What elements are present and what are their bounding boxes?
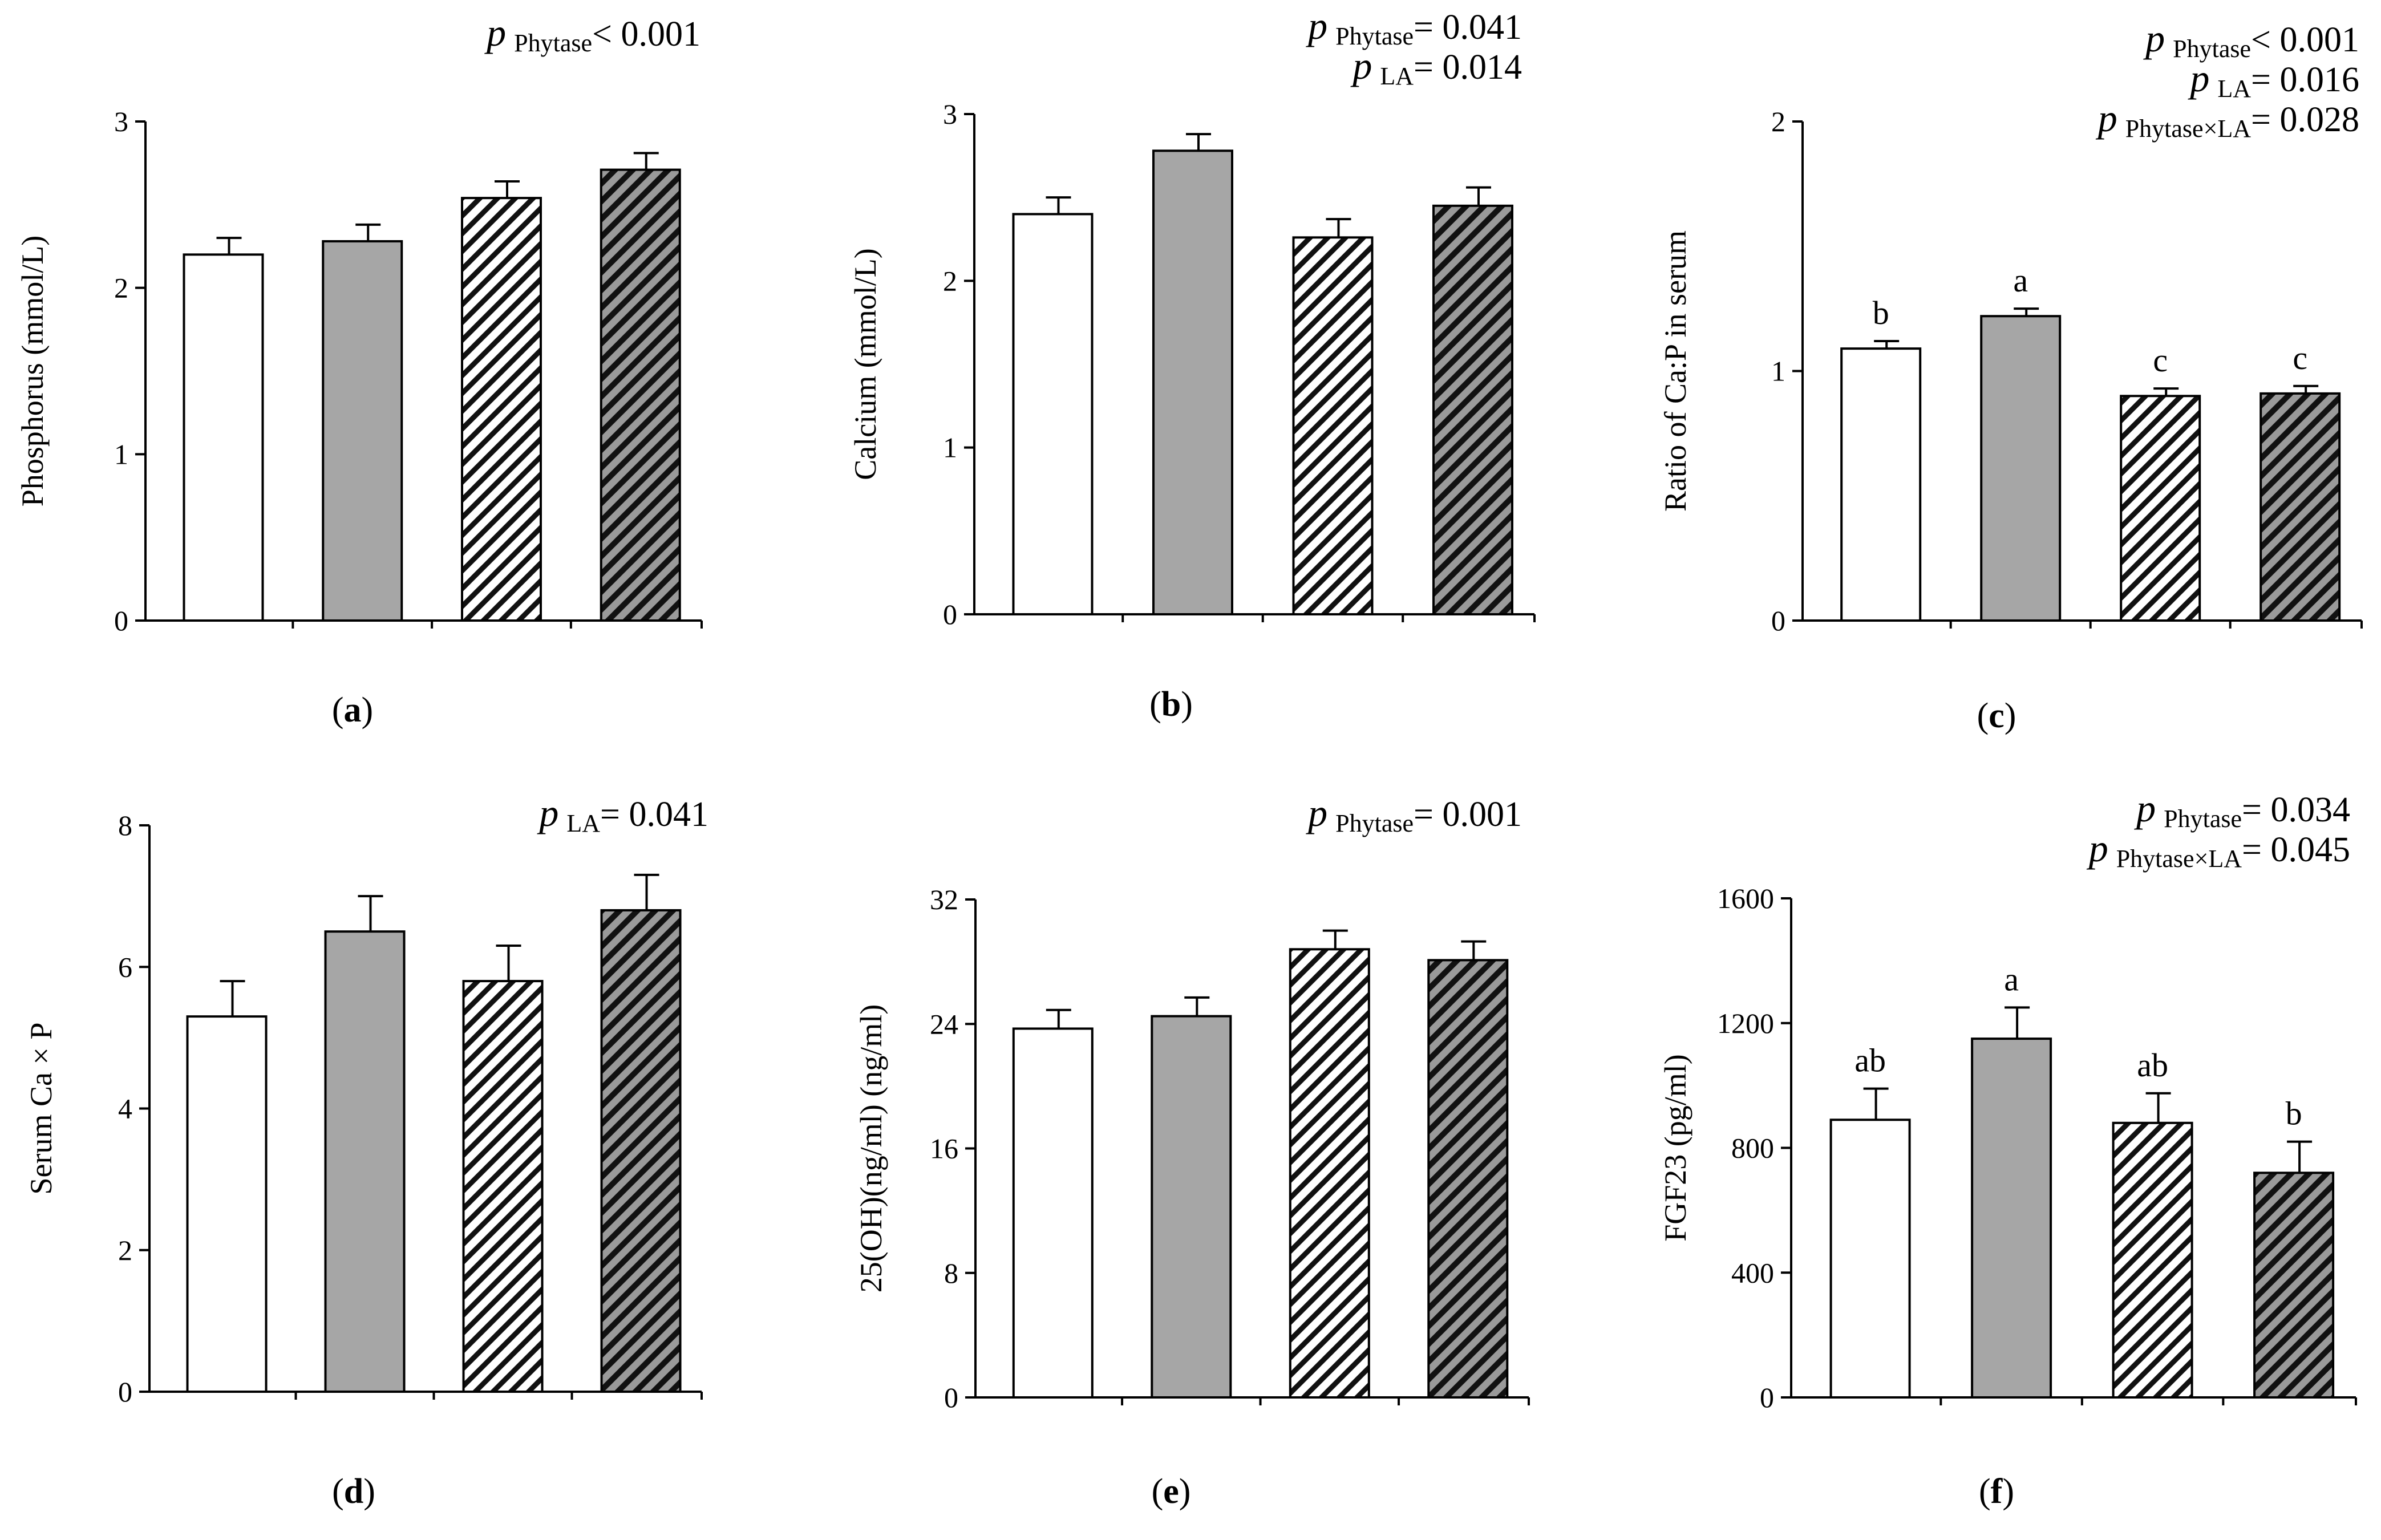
chart-panel-d: 0 2 4 6 8 Serum Ca × P p LA= 0.041 (d) xyxy=(24,791,708,1511)
bar-3 xyxy=(2112,1121,2193,1399)
y-tick-label: 2 xyxy=(118,1234,132,1266)
p-value-annotation: p Phytase= 0.034 xyxy=(2134,787,2350,833)
bar-4 xyxy=(1432,204,1513,615)
p-value-annotation: p Phytase< 0.001 xyxy=(2143,17,2359,63)
panel-label: (d) xyxy=(332,1472,375,1511)
y-axis-title: Serum Ca × P xyxy=(24,1023,58,1195)
y-tick-label: 6 xyxy=(118,951,132,983)
p-value-annotation: p Phytase×LA= 0.045 xyxy=(2087,826,2350,873)
y-tick-label: 0 xyxy=(1771,605,1785,637)
significance-letter: b xyxy=(2286,1095,2302,1132)
y-tick-label: 4 xyxy=(118,1093,132,1125)
y-tick-label: 32 xyxy=(930,884,958,915)
y-tick-label: 800 xyxy=(1731,1132,1774,1164)
y-tick-label: 400 xyxy=(1731,1257,1774,1288)
bar-3 xyxy=(461,197,542,622)
bar-3 xyxy=(1289,948,1370,1399)
chart-panel-e: 0 8 16 24 32 25(OH)(ng/ml) (ng/ml) p Phytase= 0… xyxy=(854,791,1530,1511)
significance-letter: c xyxy=(2153,342,2168,379)
bar-4 xyxy=(600,168,681,622)
significance-letter: a xyxy=(2013,262,2028,299)
chart-panel-a: 0 1 2 3 Phosphorus (mmol/L) p Phytase< 0.001 (a… xyxy=(15,11,703,730)
y-axis-title: Calcium (mmol/L) xyxy=(848,248,882,480)
p-value-annotation: p Phytase= 0.001 xyxy=(1306,791,1522,837)
y-tick-label: 24 xyxy=(930,1008,958,1040)
y-axis-title: 25(OH)(ng/ml) (ng/ml) xyxy=(854,1004,888,1292)
bar-4 xyxy=(2259,392,2341,622)
chart-panel-c: 0 1 2 b a c c Ratio of Ca:P in serum p Phytase< 0… xyxy=(1658,17,2363,735)
panel-label: (c) xyxy=(1977,696,2016,735)
panel-label: (f) xyxy=(1979,1472,2014,1511)
bar-2 xyxy=(1151,1015,1232,1399)
p-value-annotation: p LA= 0.041 xyxy=(537,791,708,837)
y-tick-label: 2 xyxy=(943,265,957,297)
bar-1 xyxy=(183,253,264,622)
significance-letter: ab xyxy=(2137,1047,2168,1084)
p-value-annotation: p LA= 0.016 xyxy=(2188,56,2359,103)
y-tick-label: 1 xyxy=(943,432,957,464)
panel-label: (b) xyxy=(1149,685,1193,724)
y-tick-label: 8 xyxy=(944,1257,958,1289)
p-value-annotation: p LA= 0.014 xyxy=(1350,44,1522,90)
panel-label: (e) xyxy=(1152,1472,1191,1511)
chart-panel-f: 0 400 800 1200 1600 ab a ab b FGF23 (pg/ml) p Phyta… xyxy=(1658,787,2357,1511)
y-tick-label: 2 xyxy=(1771,106,1785,137)
bar-1 xyxy=(1840,347,1922,622)
bar-4 xyxy=(1427,959,1509,1399)
y-tick-label: 1 xyxy=(114,438,128,470)
y-tick-label: 2 xyxy=(114,272,128,304)
panel-label: (a) xyxy=(332,691,373,730)
y-tick-label: 1 xyxy=(1771,355,1785,387)
significance-letter: b xyxy=(1873,294,1889,331)
y-tick-label: 3 xyxy=(943,98,957,130)
bar-2 xyxy=(1980,315,2062,622)
bar-3 xyxy=(1292,236,1374,615)
y-axis-title: Phosphorus (mmol/L) xyxy=(15,236,50,507)
bar-1 xyxy=(186,1015,268,1393)
p-value-annotation: p Phytase= 0.041 xyxy=(1306,4,1522,50)
y-tick-label: 0 xyxy=(114,605,128,637)
y-tick-label: 3 xyxy=(114,106,128,137)
bar-2 xyxy=(322,240,403,622)
y-tick-label: 0 xyxy=(118,1376,132,1408)
significance-letter: ab xyxy=(1854,1042,1886,1079)
significance-letter: c xyxy=(2293,339,2307,376)
bar-1 xyxy=(1012,1027,1094,1399)
bar-4 xyxy=(2253,1172,2335,1399)
bar-3 xyxy=(462,980,544,1393)
y-axis-title: Ratio of Ca:P in serum xyxy=(1658,230,1692,512)
bar-2 xyxy=(324,930,406,1393)
bar-4 xyxy=(600,909,682,1393)
y-tick-label: 0 xyxy=(944,1381,958,1413)
p-value-annotation: p Phytase×LA= 0.028 xyxy=(2096,96,2359,143)
y-tick-label: 1200 xyxy=(1717,1007,1774,1039)
y-tick-label: 8 xyxy=(118,809,132,841)
y-tick-label: 0 xyxy=(1760,1381,1774,1413)
significance-letter: a xyxy=(2004,961,2019,998)
y-axis-title: FGF23 (pg/ml) xyxy=(1658,1054,1692,1242)
y-tick-label: 1600 xyxy=(1717,882,1774,914)
y-tick-label: 16 xyxy=(930,1133,958,1165)
y-tick-label: 0 xyxy=(943,598,957,630)
bar-1 xyxy=(1829,1118,1911,1399)
bar-1 xyxy=(1012,213,1094,615)
bar-2 xyxy=(1152,149,1233,615)
p-value-annotation: p Phytase< 0.001 xyxy=(484,11,700,57)
bar-3 xyxy=(2120,395,2201,622)
bar-2 xyxy=(1971,1038,2052,1399)
